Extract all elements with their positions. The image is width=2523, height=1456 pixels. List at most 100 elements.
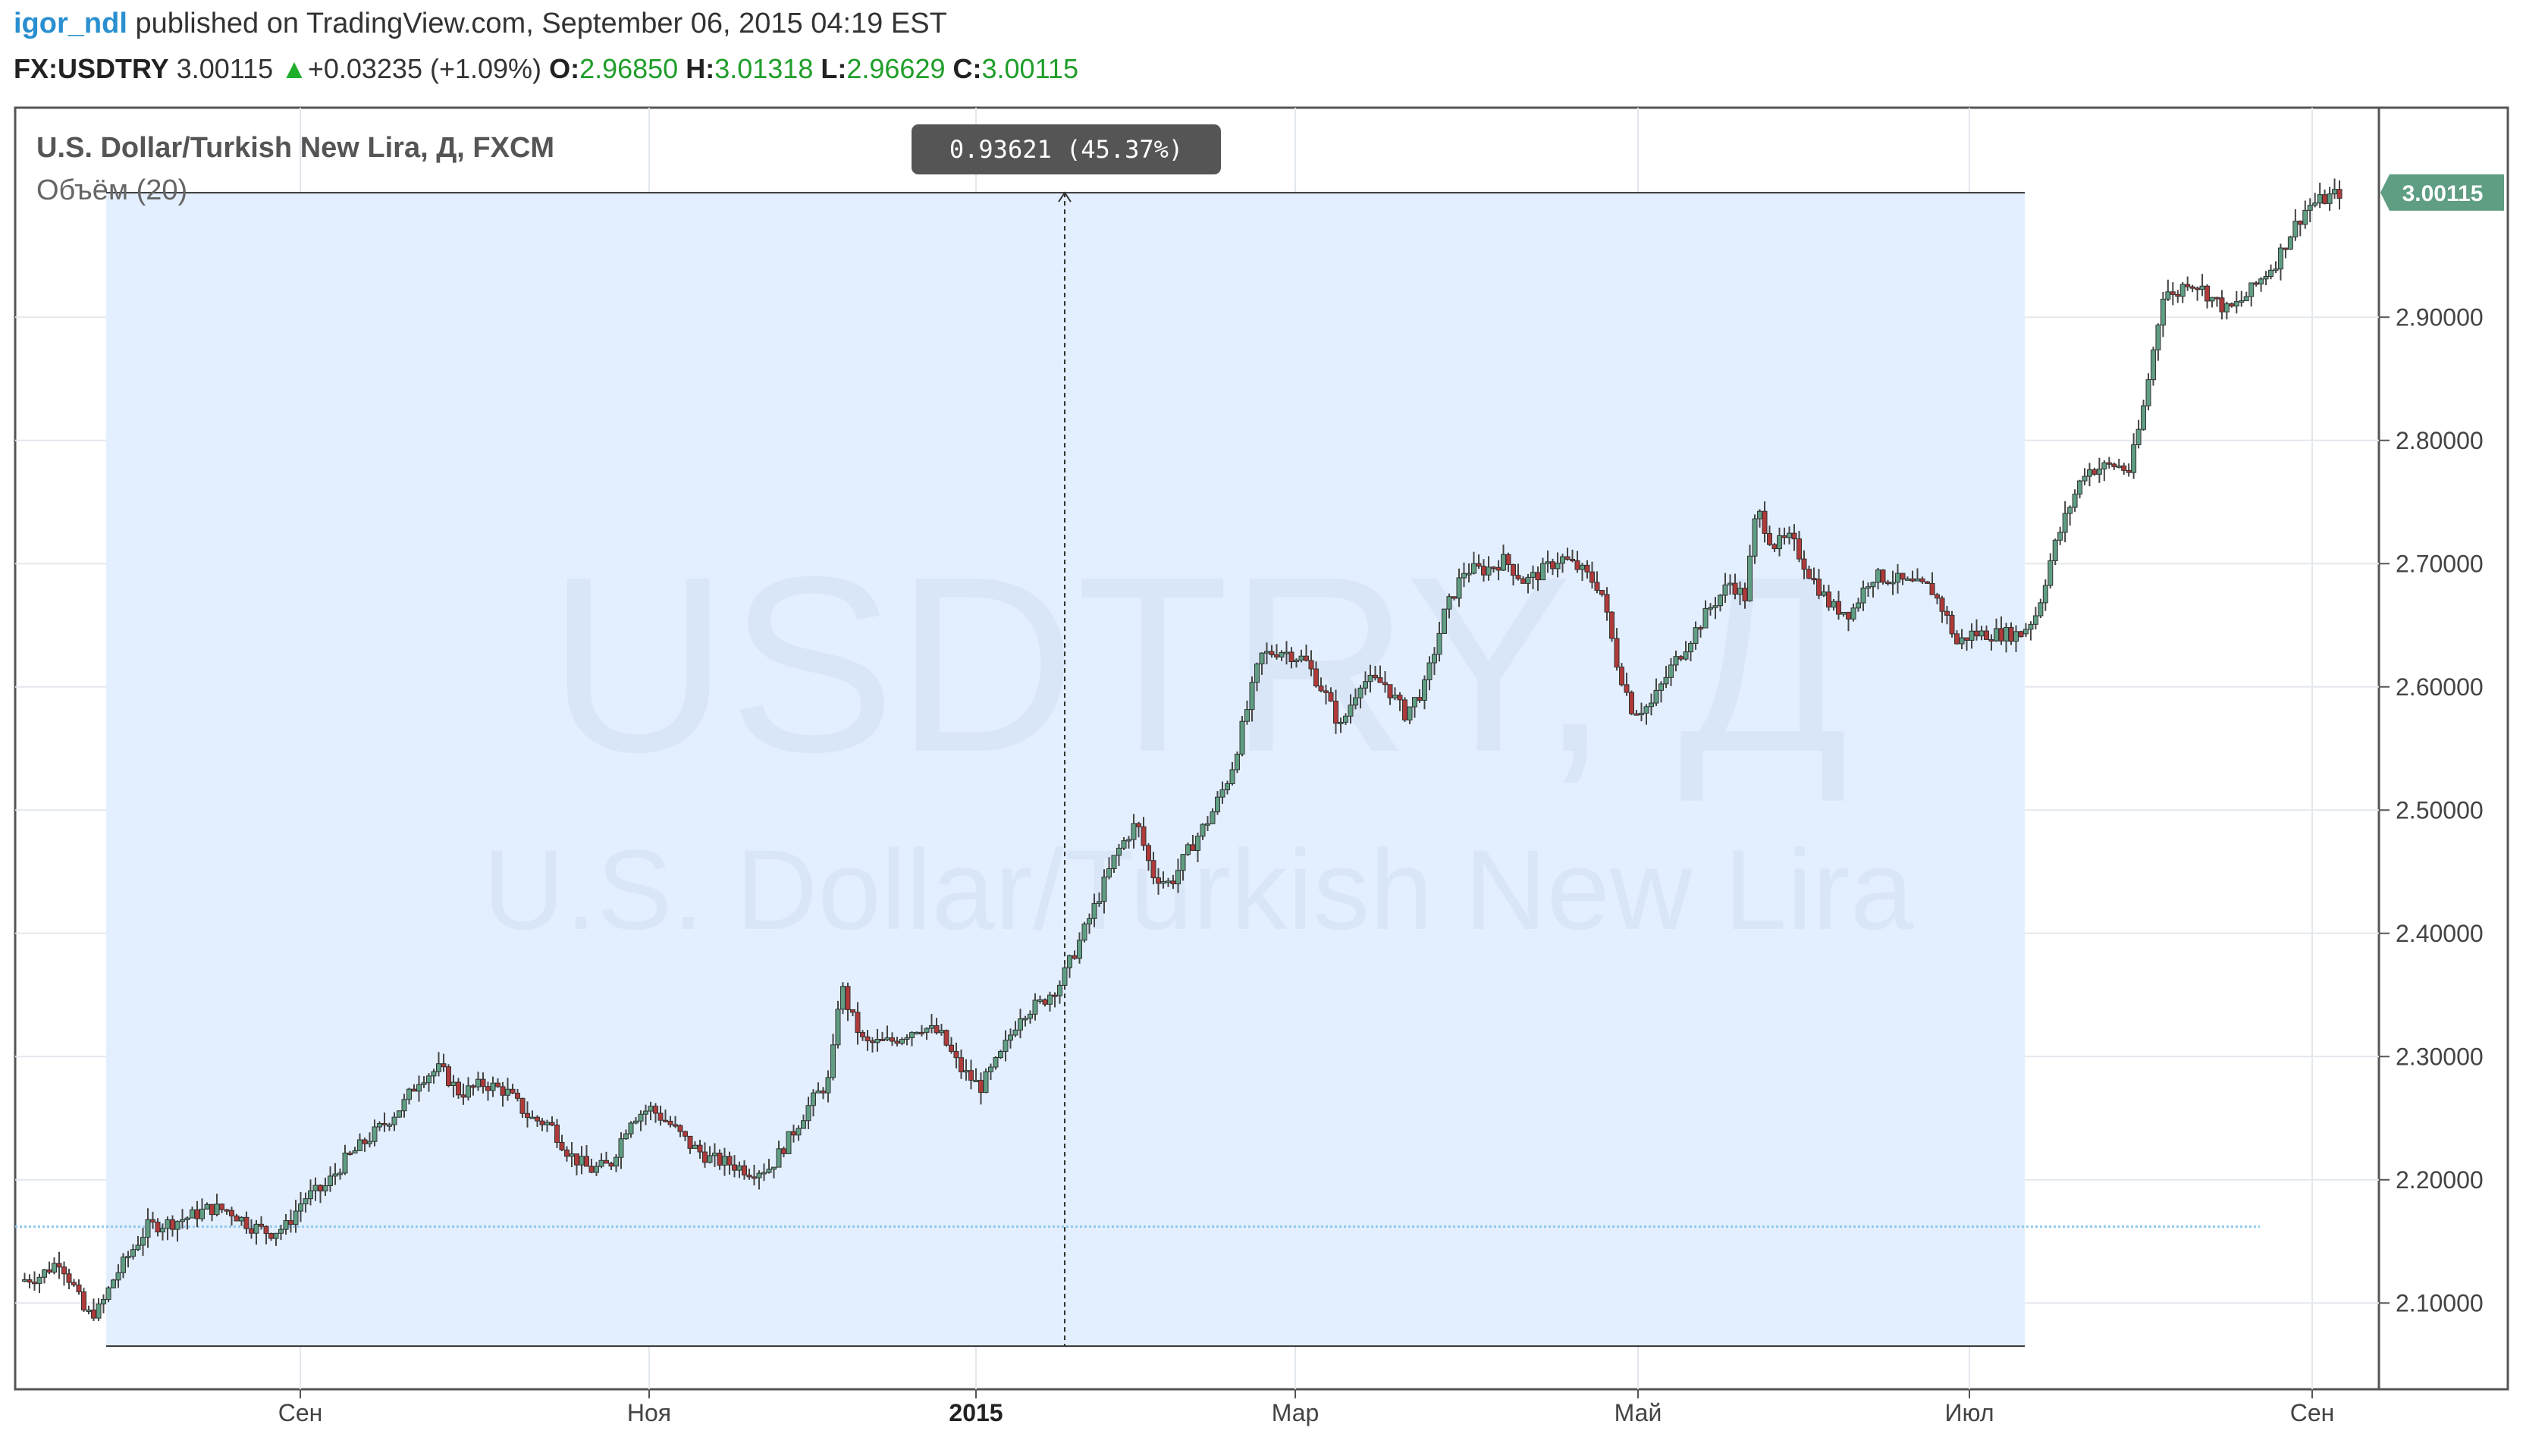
candle-body bbox=[776, 1148, 782, 1168]
open-label: O: bbox=[549, 53, 580, 84]
candle-body bbox=[717, 1153, 723, 1166]
candle-body bbox=[1939, 598, 1945, 612]
candle-body bbox=[919, 1031, 924, 1034]
candle-body bbox=[1338, 721, 1344, 724]
candle-body bbox=[1688, 642, 1693, 653]
candle-body bbox=[2077, 480, 2083, 495]
candle-body bbox=[2086, 469, 2092, 477]
candle-body bbox=[1047, 994, 1053, 1005]
candle-body bbox=[2223, 303, 2230, 312]
candle-body bbox=[1101, 877, 1107, 902]
candle-body bbox=[628, 1122, 634, 1134]
candle-body bbox=[1964, 637, 1969, 641]
candle-body bbox=[303, 1198, 309, 1205]
candle-body bbox=[1915, 578, 1920, 582]
candle-body bbox=[56, 1263, 62, 1268]
candle-body bbox=[1486, 566, 1492, 576]
candle-body bbox=[1170, 880, 1176, 885]
candle-body bbox=[934, 1025, 940, 1034]
candle-body bbox=[2048, 560, 2054, 586]
candle-body bbox=[1456, 577, 1462, 599]
candle-body bbox=[1609, 611, 1615, 639]
candle-body bbox=[2160, 298, 2166, 326]
candle-body bbox=[623, 1133, 629, 1140]
candle-body bbox=[377, 1123, 382, 1128]
candle-body bbox=[894, 1040, 900, 1044]
candle-body bbox=[1949, 614, 1955, 635]
candle-body bbox=[1382, 682, 1388, 686]
candle-body bbox=[584, 1156, 589, 1167]
watermark-symbol: USDTRY, Д bbox=[548, 524, 1848, 804]
candle-body bbox=[150, 1219, 155, 1223]
candle-body bbox=[1259, 652, 1265, 665]
y-tick-label: 2.90000 bbox=[2396, 303, 2484, 331]
candle-body bbox=[1210, 811, 1216, 824]
x-tick-label: Июл bbox=[1945, 1399, 1994, 1426]
candle-body bbox=[1747, 555, 1753, 601]
candle-body bbox=[406, 1088, 412, 1100]
candle-body bbox=[1087, 918, 1092, 924]
candle-body bbox=[308, 1190, 313, 1200]
x-tick-label: Мар bbox=[1272, 1399, 1320, 1426]
candle-body bbox=[1954, 633, 1960, 645]
candle-body bbox=[1229, 769, 1235, 785]
candle-body bbox=[2219, 297, 2225, 312]
candle-body bbox=[1624, 684, 1630, 693]
candle-body bbox=[1219, 789, 1225, 798]
candle-body bbox=[352, 1150, 358, 1154]
candle-body bbox=[1131, 823, 1137, 840]
candle-body bbox=[2263, 276, 2269, 280]
candle-body bbox=[1564, 556, 1571, 560]
candle-body bbox=[983, 1071, 989, 1094]
candle-body bbox=[1042, 999, 1048, 1005]
symbol-label[interactable]: FX:USDTRY bbox=[14, 53, 169, 84]
candle-body bbox=[1900, 573, 1906, 580]
x-tick-label: Сен bbox=[2290, 1399, 2335, 1426]
candle-body bbox=[1205, 823, 1210, 826]
candle-body bbox=[1377, 677, 1383, 683]
candle-body bbox=[821, 1090, 826, 1094]
candle-body bbox=[742, 1165, 747, 1175]
candle-body bbox=[441, 1063, 447, 1068]
candle-body bbox=[1840, 611, 1847, 615]
candle-body bbox=[1116, 847, 1122, 856]
candle-body bbox=[815, 1090, 821, 1094]
candle-body bbox=[2214, 297, 2220, 300]
candle-body bbox=[1836, 601, 1841, 615]
candle-body bbox=[76, 1284, 82, 1293]
candle-body bbox=[1629, 692, 1634, 714]
candles bbox=[22, 178, 2343, 1321]
candle-body bbox=[1619, 667, 1624, 686]
candle-body bbox=[1535, 572, 1541, 581]
candle-body bbox=[1150, 860, 1156, 879]
candle-body bbox=[249, 1228, 254, 1234]
candle-body bbox=[180, 1219, 185, 1222]
candle-body bbox=[1269, 651, 1275, 655]
candle-body bbox=[697, 1144, 703, 1153]
candle-body bbox=[2175, 293, 2181, 297]
author-link[interactable]: igor_ndl bbox=[14, 8, 127, 39]
candle-body bbox=[1185, 844, 1191, 855]
candle-body bbox=[165, 1219, 171, 1229]
candle-body bbox=[998, 1051, 1003, 1058]
candle-body bbox=[1718, 595, 1723, 607]
price-scale-area[interactable] bbox=[2377, 106, 2509, 1391]
candle-body bbox=[953, 1050, 959, 1059]
candle-body bbox=[36, 1276, 42, 1284]
candle-body bbox=[1505, 554, 1511, 565]
candle-body bbox=[2185, 284, 2191, 287]
candle-body bbox=[2022, 629, 2029, 635]
candle-body bbox=[416, 1084, 422, 1092]
candle-body bbox=[519, 1097, 526, 1114]
candle-body bbox=[1988, 639, 1994, 642]
candle-body bbox=[1846, 611, 1851, 620]
candle-body bbox=[968, 1070, 974, 1081]
candle-body bbox=[2287, 236, 2293, 250]
measure-tooltip: 0.93621 (45.37%) bbox=[912, 124, 1221, 174]
candle-body bbox=[1481, 566, 1486, 576]
candle-body bbox=[2116, 465, 2122, 468]
candle-body bbox=[1866, 586, 1871, 589]
candle-body bbox=[801, 1120, 806, 1129]
candle-body bbox=[140, 1237, 146, 1246]
